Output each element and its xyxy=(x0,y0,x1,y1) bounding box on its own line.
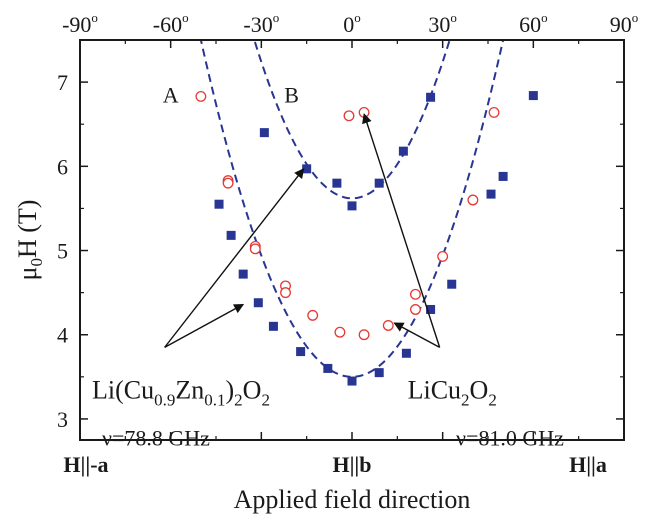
square-data-point xyxy=(214,199,224,209)
y-axis-title-rest: H (T) xyxy=(13,200,42,258)
x-axis-title: Applied field direction xyxy=(234,485,471,514)
top-tick-label: -30o xyxy=(243,10,279,37)
square-data-point xyxy=(296,347,306,357)
annotation-arrow-licuo xyxy=(362,113,441,348)
top-tick-label: 0o xyxy=(343,10,361,37)
top-tick-label: -60o xyxy=(153,10,189,37)
square-data-point xyxy=(253,298,263,308)
degree-symbol: o xyxy=(273,10,280,25)
square-data-point xyxy=(259,128,269,138)
circle-data-point xyxy=(249,243,261,255)
degree-symbol: o xyxy=(632,10,639,25)
circle-data-point xyxy=(488,106,500,118)
y-axis-title-sub: 0 xyxy=(27,258,46,267)
annotation-formula-licuo: LiCu2O2 xyxy=(408,375,497,409)
circle-data-point xyxy=(343,110,355,122)
y-tick-label: 3 xyxy=(57,407,68,432)
y-tick-label: 5 xyxy=(57,239,68,264)
circle-data-point xyxy=(280,287,291,299)
square-data-point xyxy=(486,189,496,199)
square-data-point xyxy=(401,348,411,358)
square-data-point xyxy=(268,321,278,331)
annotation-arrow-liznco xyxy=(164,303,245,348)
circle-data-point xyxy=(358,329,370,341)
y-tick-label: 7 xyxy=(57,70,68,95)
degree-symbol: o xyxy=(182,10,189,25)
y-axis-title: μ0H (T) xyxy=(13,200,46,281)
annotation-arrow-licuo xyxy=(393,322,440,348)
square-data-point xyxy=(323,363,333,373)
circle-data-point xyxy=(410,304,421,315)
top-tick-label: -90o xyxy=(62,10,98,37)
fit-curve-a xyxy=(199,40,505,378)
bottom-direction-label: H||a xyxy=(569,452,607,477)
annotation-freq-licuo: ν=81.0 GHz xyxy=(456,425,564,450)
square-data-point xyxy=(302,164,312,174)
square-data-point xyxy=(426,304,436,314)
annotation-freq-liznco: ν=78.8 GHz xyxy=(102,425,210,450)
degree-symbol: o xyxy=(450,10,457,25)
circle-data-point xyxy=(195,90,207,102)
circle-data-point xyxy=(307,309,319,321)
square-data-point xyxy=(374,178,384,188)
fit-curves xyxy=(199,40,505,378)
bottom-direction-label: H||-a xyxy=(63,452,108,477)
annotation-formula-liznco: Li(Cu0.9Zn0.1)2O2 xyxy=(92,375,270,409)
annotation-arrow-liznco xyxy=(164,168,305,348)
data-markers xyxy=(195,90,538,386)
y-tick-label: 4 xyxy=(57,323,68,348)
bottom-direction-label: H||b xyxy=(332,452,371,477)
square-data-point xyxy=(238,269,248,279)
circle-data-point xyxy=(410,288,421,300)
y-axis-title-main: μ xyxy=(13,267,42,281)
annotations: Li(Cu0.9Zn0.1)2O2 ν=78.8 GHz LiCu2O2 ν=81.0… xyxy=(92,113,564,450)
square-data-point xyxy=(332,178,342,188)
degree-symbol: o xyxy=(354,10,361,25)
y-tick-label: 6 xyxy=(57,154,68,179)
circle-data-point xyxy=(334,326,346,338)
curve-label-a: A xyxy=(163,83,179,108)
square-data-point xyxy=(347,201,357,211)
circle-data-point xyxy=(222,177,234,189)
top-tick-label: 60o xyxy=(519,10,548,37)
square-data-point xyxy=(447,279,457,289)
circle-data-point xyxy=(382,320,394,331)
degree-symbol: o xyxy=(541,10,548,25)
square-data-point xyxy=(528,91,538,101)
curve-label-b: B xyxy=(284,83,299,108)
top-tick-label: 90o xyxy=(610,10,639,37)
top-tick-label: 30o xyxy=(428,10,457,37)
circle-data-point xyxy=(467,194,479,206)
axis-ticks: -90o -60o -30o 0o 30o 60o 90o H||-a H||b H||a 3 4 5 6… xyxy=(57,10,638,477)
square-data-point xyxy=(347,376,357,386)
square-data-point xyxy=(374,368,384,378)
degree-symbol: o xyxy=(91,10,98,25)
square-data-point xyxy=(426,92,436,102)
circle-data-point xyxy=(437,250,449,262)
square-data-point xyxy=(398,146,408,156)
square-data-point xyxy=(498,171,508,181)
square-data-point xyxy=(226,230,236,240)
